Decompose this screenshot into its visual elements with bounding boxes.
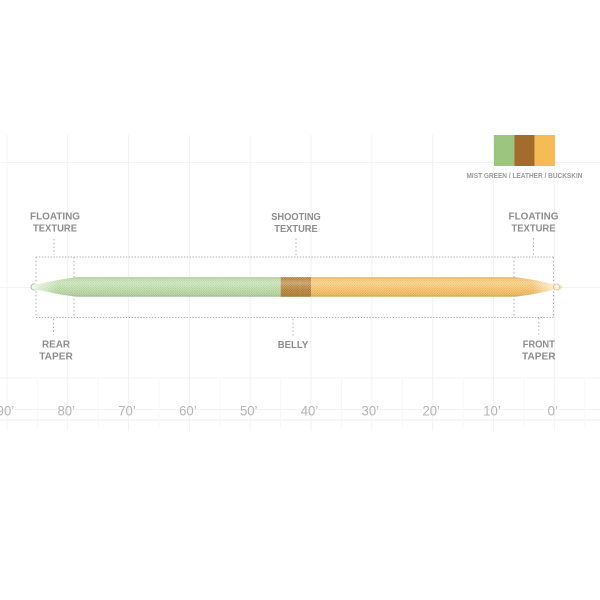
svg-text:10’: 10’ [483,403,501,419]
svg-text:TAPER: TAPER [39,352,73,363]
svg-text:80’: 80’ [57,403,75,419]
svg-text:50’: 50’ [240,403,258,419]
svg-text:MIST GREEN / LEATHER / BUCKSKI: MIST GREEN / LEATHER / BUCKSKIN [467,171,583,180]
svg-text:SHOOTING: SHOOTING [271,212,321,223]
svg-text:40’: 40’ [301,403,319,419]
svg-text:20’: 20’ [422,403,440,419]
svg-text:FLOATING: FLOATING [30,212,80,223]
svg-text:TEXTURE: TEXTURE [512,224,556,235]
svg-text:30’: 30’ [362,403,380,419]
svg-text:FRONT: FRONT [523,340,555,351]
svg-text:90’: 90’ [0,403,14,419]
svg-text:FLOATING: FLOATING [509,212,559,223]
svg-text:TEXTURE: TEXTURE [33,224,77,235]
svg-text:60’: 60’ [179,403,197,419]
svg-text:TAPER: TAPER [522,352,556,363]
svg-text:70’: 70’ [118,403,136,419]
svg-text:TEXTURE: TEXTURE [274,224,318,235]
svg-text:BELLY: BELLY [278,340,309,351]
svg-text:0’: 0’ [548,403,559,419]
svg-text:REAR: REAR [42,340,70,351]
